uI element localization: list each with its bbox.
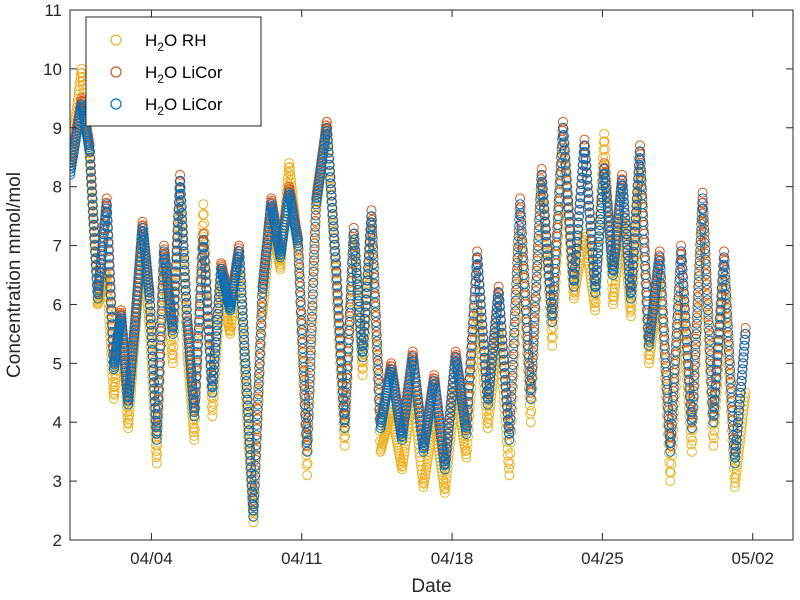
legend: H2O RHH2O LiCorH2O LiCor (86, 17, 261, 126)
x-tick-label: 05/02 (731, 549, 774, 568)
y-tick-label: 11 (44, 1, 62, 20)
y-tick-label: 9 (53, 119, 62, 138)
chart-canvas: 2 3 4 5 6 7 8 9 10 11 04/04 04/11 04/18 04/25 05/02 D… (0, 0, 800, 600)
x-tick-label: 04/04 (130, 549, 173, 568)
y-axis-title: Concentration mmol/mol (4, 172, 25, 378)
x-tick-label: 04/18 (431, 549, 474, 568)
y-tick-label: 2 (53, 531, 62, 550)
y-tick-label: 8 (53, 178, 62, 197)
y-tick-label: 6 (53, 295, 62, 314)
x-tick-label: 04/11 (281, 549, 322, 568)
y-tick-label: 7 (53, 237, 62, 256)
y-tick-label: 10 (43, 60, 62, 79)
y-tick-label: 3 (53, 472, 62, 491)
y-tick-label: 4 (53, 413, 62, 432)
x-tick-label: 04/25 (581, 549, 624, 568)
y-tick-label: 5 (53, 354, 62, 373)
x-axis-title: Date (411, 576, 451, 597)
